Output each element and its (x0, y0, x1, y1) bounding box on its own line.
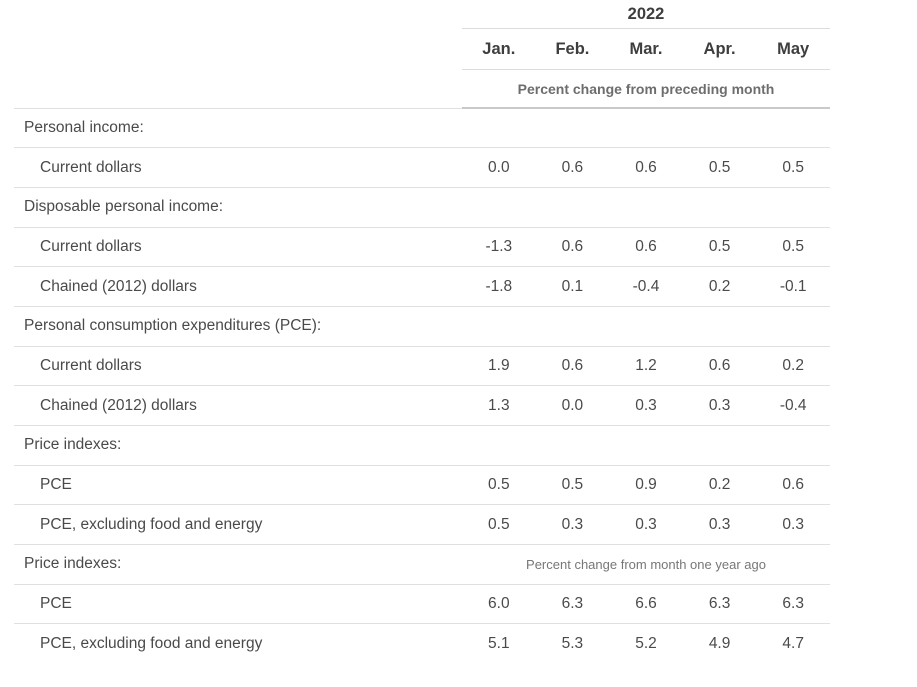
data-row: Chained (2012) dollars -1.8 0.1 -0.4 0.2 -0.1 (14, 266, 830, 307)
row-label: PCE, excluding food and energy (40, 635, 263, 653)
label-column-spacer (14, 29, 462, 70)
cell-value: 0.0 (488, 158, 510, 176)
cell-value: 0.6 (635, 158, 657, 176)
cell-value: 0.5 (708, 237, 731, 255)
section-note-empty (462, 306, 830, 346)
cell-value: 0.2 (782, 356, 804, 374)
section-row: Price indexes: Percent change from month … (14, 544, 830, 585)
row-label: Current dollars (40, 356, 142, 374)
cell-value: 0.6 (561, 356, 584, 374)
section-label: Price indexes: (24, 555, 122, 573)
cell-value: -0.4 (632, 277, 660, 295)
cell-value: 0.3 (635, 396, 657, 414)
month-header-feb: Feb. (535, 28, 610, 70)
cell-value: 0.6 (782, 476, 804, 494)
cell-value: 0.1 (561, 277, 584, 295)
cell-value: -0.1 (779, 277, 807, 295)
cell-value: 6.0 (488, 595, 510, 613)
cell-value: 5.1 (488, 635, 510, 653)
cell-value: 0.2 (708, 476, 731, 494)
cell-value: 0.5 (488, 476, 510, 494)
cell-value: -0.4 (779, 396, 807, 414)
cell-value: 0.9 (635, 476, 657, 494)
cell-value: 1.3 (488, 396, 510, 414)
row-label: Chained (2012) dollars (40, 277, 197, 295)
data-row: PCE, excluding food and energy 0.5 0.3 0.3 0… (14, 504, 830, 545)
cell-value: 0.5 (488, 515, 510, 533)
cell-value: -1.3 (485, 237, 513, 255)
year-header: 2022 (462, 0, 830, 29)
section-label: Personal income: (24, 118, 144, 136)
cell-value: 4.9 (708, 635, 731, 653)
section-label: Disposable personal income: (24, 198, 224, 216)
cell-value: 0.5 (708, 158, 731, 176)
months-row: Jan. Feb. Mar. Apr. May (14, 28, 830, 70)
cell-value: 0.6 (635, 237, 657, 255)
section-note-empty (462, 187, 830, 227)
cell-value: 0.3 (708, 396, 731, 414)
label-column-spacer (14, 0, 462, 29)
cell-value: 5.3 (561, 635, 584, 653)
data-row: PCE, excluding food and energy 5.1 5.3 5.2 4… (14, 623, 830, 664)
table-body: Personal income: Current dollars 0.0 0.6 0.6… (14, 108, 830, 664)
row-label: Chained (2012) dollars (40, 396, 197, 414)
section-units-note: Percent change from month one year ago (526, 556, 766, 572)
cell-value: 6.6 (635, 595, 657, 613)
cell-value: 0.5 (782, 158, 804, 176)
data-row: PCE 0.5 0.5 0.9 0.2 0.6 (14, 465, 830, 505)
section-label: Price indexes: (24, 436, 122, 454)
cell-value: 0.5 (782, 237, 804, 255)
cell-value: 0.3 (782, 515, 804, 533)
cell-value: -1.8 (485, 277, 513, 295)
cell-value: 6.3 (561, 595, 584, 613)
month-header-jan: Jan. (462, 28, 536, 70)
cell-value: 0.3 (708, 515, 731, 533)
row-label: PCE (40, 595, 72, 613)
cell-value: 5.2 (635, 635, 657, 653)
year-row: 2022 (14, 0, 830, 29)
month-header-mar: Mar. (609, 28, 683, 70)
cell-value: 4.7 (782, 635, 804, 653)
cell-value: 0.6 (561, 237, 584, 255)
cell-value: 0.3 (561, 515, 584, 533)
cell-value: 0.3 (635, 515, 657, 533)
data-row: Current dollars 0.0 0.6 0.6 0.5 0.5 (14, 147, 830, 188)
cell-value: 1.9 (488, 356, 510, 374)
cell-value: 0.2 (708, 277, 731, 295)
row-label: PCE (40, 476, 72, 494)
data-row: Current dollars 1.9 0.6 1.2 0.6 0.2 (14, 346, 830, 386)
units-note: Percent change from preceding month (462, 69, 830, 109)
section-note-empty (462, 108, 830, 148)
cell-value: 0.0 (561, 396, 584, 414)
section-note-empty (462, 426, 830, 466)
row-label: Current dollars (40, 237, 142, 255)
data-row: Current dollars -1.3 0.6 0.6 0.5 0.5 (14, 227, 830, 267)
label-column-spacer (14, 70, 462, 109)
month-header-may: May (756, 28, 830, 70)
row-label: Current dollars (40, 158, 142, 176)
section-row: Price indexes: (14, 425, 830, 466)
cell-value: 6.3 (708, 595, 731, 613)
table-header: 2022 Jan. Feb. Mar. Apr. May Percent cha… (14, 0, 830, 109)
month-header-apr: Apr. (682, 28, 757, 70)
section-row: Disposable personal income: (14, 187, 830, 227)
section-label: Personal consumption expenditures (PCE): (24, 317, 322, 335)
cell-value: 0.5 (561, 476, 584, 494)
cell-value: 6.3 (782, 595, 804, 613)
section-row: Personal income: (14, 108, 830, 148)
data-row: PCE 6.0 6.3 6.6 6.3 6.3 (14, 584, 830, 624)
cell-value: 0.6 (708, 356, 731, 374)
personal-income-outlays-table: 2022 Jan. Feb. Mar. Apr. May Percent cha… (14, 0, 830, 664)
row-label: PCE, excluding food and energy (40, 515, 263, 533)
data-row: Chained (2012) dollars 1.3 0.0 0.3 0.3 -0.4 (14, 385, 830, 426)
cell-value: 0.6 (561, 158, 584, 176)
units-row: Percent change from preceding month (14, 69, 830, 109)
section-row: Personal consumption expenditures (PCE): (14, 306, 830, 346)
cell-value: 1.2 (635, 356, 657, 374)
